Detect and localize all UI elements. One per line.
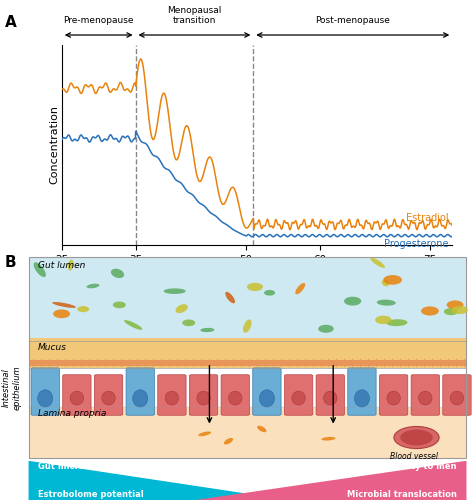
Ellipse shape: [354, 390, 369, 407]
FancyBboxPatch shape: [285, 374, 313, 415]
Ellipse shape: [164, 288, 186, 294]
Ellipse shape: [418, 391, 432, 405]
Text: Progesterone: Progesterone: [384, 239, 448, 249]
FancyBboxPatch shape: [253, 368, 281, 415]
Ellipse shape: [200, 328, 214, 332]
Ellipse shape: [387, 319, 407, 326]
Polygon shape: [29, 461, 289, 500]
Text: Menopausal
transition: Menopausal transition: [167, 6, 222, 25]
Ellipse shape: [38, 390, 53, 407]
Bar: [29, 407, 466, 459]
FancyBboxPatch shape: [316, 374, 345, 415]
Ellipse shape: [243, 320, 251, 333]
FancyBboxPatch shape: [31, 368, 60, 415]
Ellipse shape: [450, 391, 464, 405]
FancyBboxPatch shape: [94, 374, 123, 415]
Ellipse shape: [197, 391, 210, 405]
Ellipse shape: [198, 432, 211, 436]
Ellipse shape: [318, 325, 334, 333]
Ellipse shape: [111, 268, 124, 278]
Ellipse shape: [224, 438, 233, 444]
Text: Gut microbiome diversity: Gut microbiome diversity: [38, 462, 159, 471]
Polygon shape: [196, 461, 466, 500]
Ellipse shape: [377, 300, 396, 306]
Text: Lamina propria: Lamina propria: [38, 410, 107, 418]
Text: A: A: [5, 15, 17, 30]
Ellipse shape: [70, 391, 84, 405]
FancyBboxPatch shape: [379, 374, 408, 415]
Ellipse shape: [165, 391, 178, 405]
Text: Blood vessel: Blood vessel: [390, 452, 438, 461]
Ellipse shape: [444, 308, 458, 315]
Bar: [29, 258, 466, 458]
Ellipse shape: [400, 430, 433, 446]
Text: Post-menopause: Post-menopause: [315, 16, 390, 25]
Ellipse shape: [53, 310, 70, 318]
FancyBboxPatch shape: [189, 374, 218, 415]
Ellipse shape: [228, 391, 242, 405]
Ellipse shape: [176, 304, 188, 313]
FancyBboxPatch shape: [126, 368, 154, 415]
Text: Gut lumen: Gut lumen: [38, 261, 86, 270]
Ellipse shape: [324, 391, 337, 405]
FancyBboxPatch shape: [63, 374, 91, 415]
FancyBboxPatch shape: [443, 374, 471, 415]
Ellipse shape: [113, 302, 126, 308]
Ellipse shape: [68, 260, 74, 270]
Bar: [29, 258, 466, 341]
Bar: [29, 360, 466, 366]
Ellipse shape: [383, 275, 402, 284]
Ellipse shape: [259, 390, 275, 407]
Text: Pre-menopause: Pre-menopause: [63, 16, 134, 25]
Text: Mucus: Mucus: [38, 343, 67, 352]
Ellipse shape: [182, 320, 195, 326]
Ellipse shape: [452, 306, 468, 314]
Ellipse shape: [321, 437, 336, 440]
FancyBboxPatch shape: [221, 374, 249, 415]
Ellipse shape: [344, 296, 361, 306]
Ellipse shape: [225, 292, 235, 304]
Text: Gut microbiome similarity to men: Gut microbiome similarity to men: [298, 462, 457, 471]
Ellipse shape: [77, 306, 89, 312]
Ellipse shape: [387, 391, 400, 405]
Text: Estradiol: Estradiol: [406, 213, 448, 223]
Ellipse shape: [52, 302, 76, 308]
Ellipse shape: [257, 426, 267, 432]
Ellipse shape: [102, 391, 115, 405]
Ellipse shape: [124, 320, 142, 330]
Ellipse shape: [375, 316, 392, 324]
Text: Estrobolome potential: Estrobolome potential: [38, 490, 144, 499]
Y-axis label: Concentration: Concentration: [49, 106, 59, 184]
Ellipse shape: [446, 300, 464, 309]
Ellipse shape: [87, 284, 99, 288]
Ellipse shape: [295, 283, 305, 294]
FancyBboxPatch shape: [411, 374, 439, 415]
X-axis label: Age: Age: [246, 266, 268, 276]
Ellipse shape: [292, 391, 305, 405]
Ellipse shape: [264, 290, 275, 296]
Ellipse shape: [382, 280, 389, 286]
Ellipse shape: [34, 262, 46, 277]
Text: B: B: [5, 255, 16, 270]
Text: Microbial translocation: Microbial translocation: [347, 490, 457, 499]
Text: Intestinal
epithelium: Intestinal epithelium: [2, 365, 21, 410]
FancyBboxPatch shape: [158, 374, 186, 415]
Ellipse shape: [133, 390, 148, 407]
FancyBboxPatch shape: [348, 368, 376, 415]
Bar: [29, 338, 466, 368]
Ellipse shape: [370, 258, 385, 268]
Ellipse shape: [394, 426, 439, 448]
Ellipse shape: [247, 283, 263, 291]
Ellipse shape: [421, 306, 439, 316]
